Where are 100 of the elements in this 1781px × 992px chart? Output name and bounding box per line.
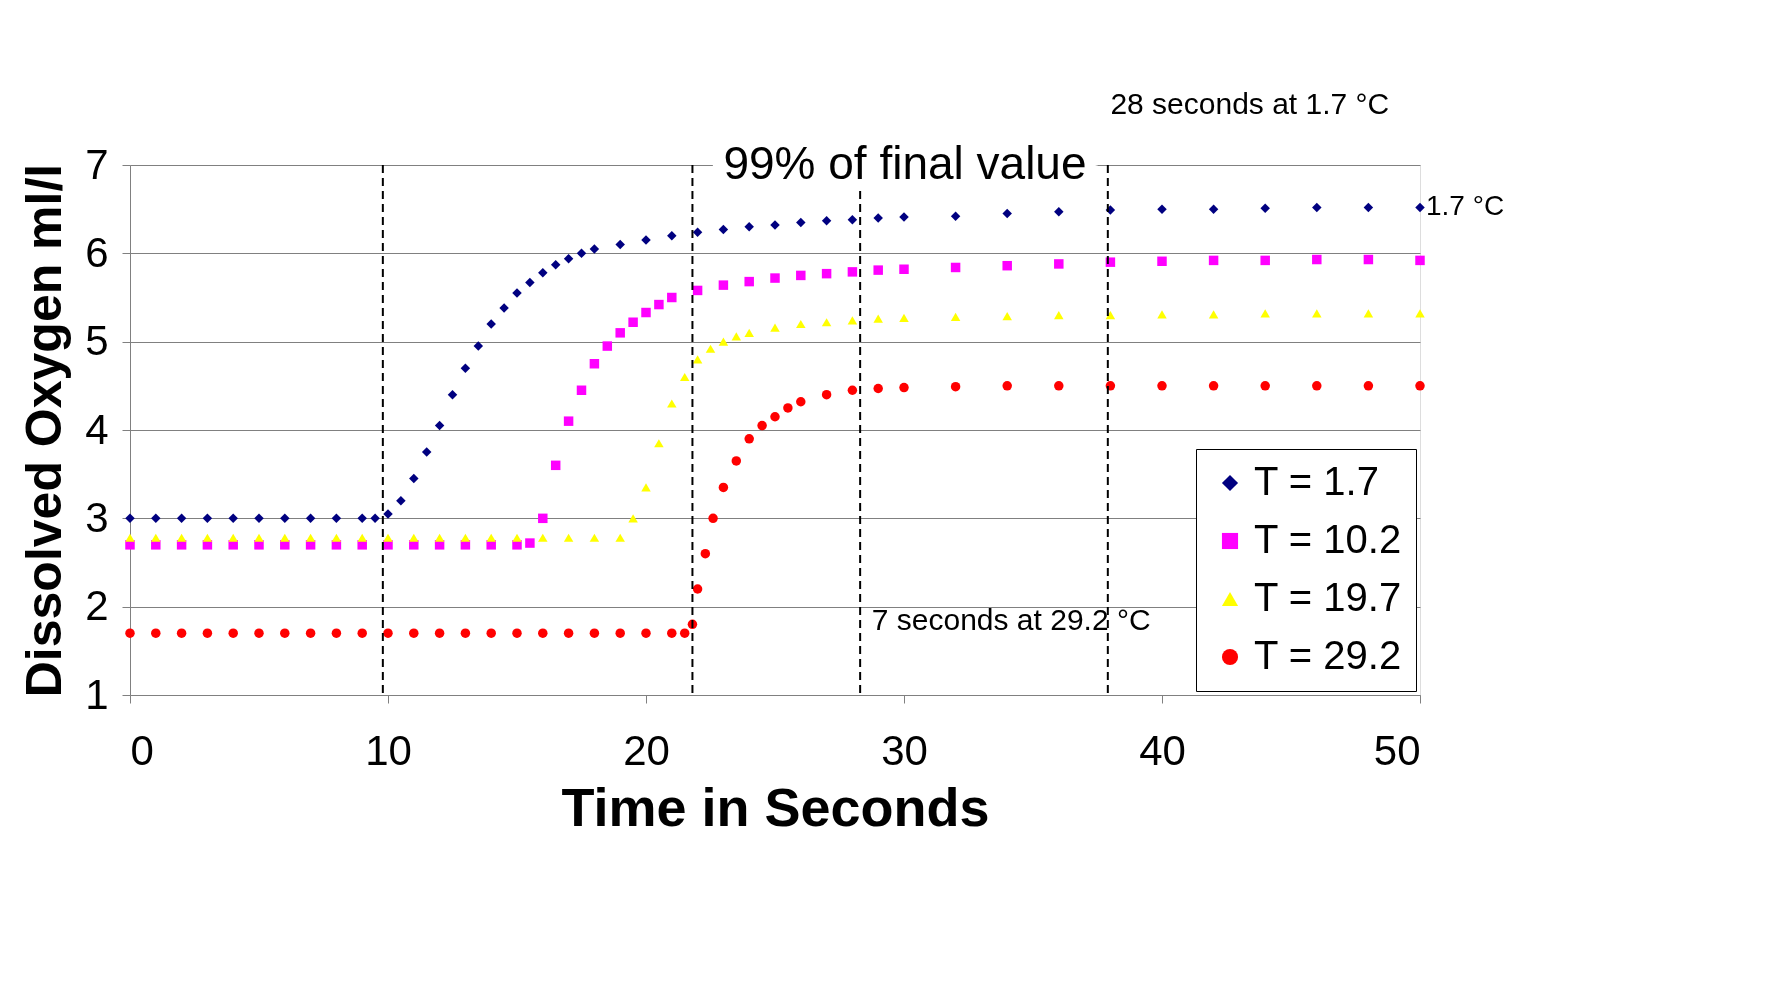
- point: [550, 460, 561, 471]
- point: [538, 513, 548, 524]
- point: [1157, 310, 1167, 319]
- point: [1157, 381, 1167, 391]
- point: [628, 514, 638, 523]
- point: [589, 533, 600, 542]
- point: [1002, 381, 1012, 391]
- point: [847, 267, 858, 277]
- point: [125, 533, 135, 542]
- point: [667, 292, 677, 303]
- point: [667, 628, 677, 638]
- y-tick-label: 5: [85, 317, 109, 365]
- point: [447, 389, 458, 400]
- point: [1312, 202, 1322, 213]
- point: [950, 381, 961, 392]
- point: [550, 260, 561, 270]
- point: [563, 533, 574, 542]
- point: [1054, 381, 1064, 391]
- point: [538, 268, 548, 278]
- text: 28 seconds at 1.7 °C: [1110, 87, 1390, 120]
- point: [692, 285, 703, 296]
- point: [538, 628, 548, 638]
- point: [383, 533, 393, 542]
- point: [254, 513, 264, 524]
- y-tick-label: 1: [85, 670, 109, 718]
- x-tick-label: 0: [130, 726, 154, 774]
- point: [1312, 381, 1322, 391]
- point: [589, 244, 600, 254]
- point: [176, 513, 187, 524]
- point: [821, 215, 832, 226]
- point: [151, 513, 161, 524]
- point: [1260, 255, 1270, 266]
- x-tick-label: 50: [1373, 726, 1421, 774]
- point: [1415, 381, 1425, 391]
- point: [486, 628, 496, 638]
- point: [615, 533, 625, 542]
- point: [821, 318, 832, 327]
- point: [1054, 311, 1064, 320]
- point: [718, 337, 729, 346]
- point: [1415, 309, 1425, 318]
- point: [757, 420, 767, 431]
- point: [628, 317, 638, 327]
- point: [770, 323, 780, 332]
- point: [950, 211, 961, 221]
- point: [305, 628, 316, 638]
- point: [654, 299, 664, 310]
- point: [641, 307, 651, 318]
- point: [331, 533, 342, 542]
- point: [1363, 254, 1374, 265]
- point: [899, 382, 909, 393]
- point: [705, 344, 716, 353]
- x-tick-label: 40: [1139, 726, 1186, 774]
- point: [1415, 202, 1425, 213]
- point: [1312, 309, 1322, 318]
- point: [950, 262, 961, 273]
- point: [151, 533, 161, 542]
- point: [847, 385, 858, 395]
- point: [615, 628, 625, 638]
- point: [434, 533, 445, 542]
- point: [512, 533, 522, 542]
- point: [370, 513, 380, 524]
- point: [305, 513, 316, 524]
- point: [228, 628, 238, 638]
- point: [1054, 207, 1064, 217]
- point: [125, 628, 135, 638]
- point: [228, 513, 238, 524]
- point: [202, 628, 213, 638]
- point: [396, 495, 406, 506]
- x-tick-label: 20: [623, 726, 670, 774]
- point: [576, 248, 587, 259]
- point: [796, 397, 806, 407]
- point: [1208, 204, 1219, 214]
- annotation: 7 seconds at 29.2 °C: [871, 602, 1151, 636]
- point: [357, 533, 367, 542]
- point: [796, 217, 806, 228]
- point: [254, 533, 264, 542]
- point: [873, 265, 883, 275]
- point: [654, 439, 664, 448]
- point: [434, 628, 445, 638]
- point: [718, 482, 729, 493]
- point: [228, 533, 238, 542]
- legend-label: T = 10.2: [1254, 517, 1402, 561]
- point: [1208, 381, 1219, 391]
- point: [254, 628, 264, 638]
- annotation: 1.7 °C: [1426, 190, 1505, 222]
- point: [718, 280, 729, 290]
- point: [1208, 310, 1219, 319]
- x-axis-title: Time in Seconds: [561, 776, 990, 837]
- point: [202, 533, 213, 542]
- point: [525, 277, 535, 288]
- point: [1415, 255, 1425, 266]
- point: [460, 363, 471, 373]
- point: [486, 533, 496, 542]
- point: [692, 227, 703, 237]
- point: [409, 628, 419, 638]
- point: [538, 533, 548, 542]
- point: [899, 313, 909, 322]
- point: [821, 268, 832, 279]
- point: [1208, 255, 1219, 266]
- point: [1363, 381, 1374, 391]
